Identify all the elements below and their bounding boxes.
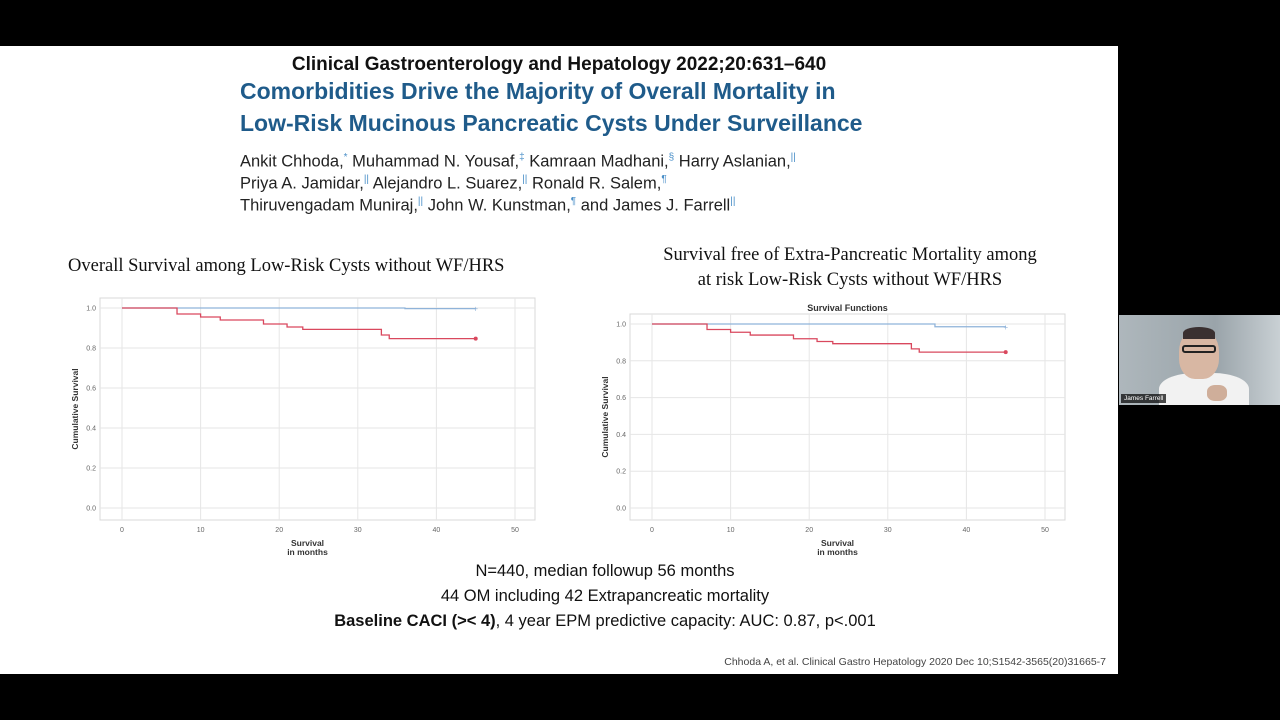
x-tick-label: 0 (650, 527, 654, 534)
affiliation-mark: || (522, 174, 528, 185)
chart-title: Survival Functions (807, 303, 888, 313)
y-tick-label: 1.0 (86, 306, 96, 313)
author-name: Ronald R. Salem, (527, 174, 662, 193)
journal-citation: Clinical Gastroenterology and Hepatology… (291, 54, 827, 75)
presenter-hair (1183, 327, 1215, 339)
x-tick-label: 40 (963, 527, 971, 534)
paper-title-line-2: Low-Risk Mucinous Pancreatic Cysts Under… (240, 110, 863, 136)
affiliation-mark: ‡ (519, 152, 525, 163)
x-tick-label: 10 (727, 527, 735, 534)
paper-title-line-1: Comorbidities Drive the Majority of Over… (240, 78, 836, 104)
affiliation-mark: ¶ (570, 196, 577, 207)
x-axis-label-line-1: Survival (291, 538, 324, 548)
y-tick-label: 0.8 (86, 346, 96, 353)
y-tick-label: 0.4 (616, 432, 626, 439)
reference-citation: Chhoda A, et al. Clinical Gastro Hepatol… (724, 656, 1106, 668)
y-tick-label: 0.2 (616, 469, 626, 476)
affiliation-mark: * (343, 152, 348, 163)
plot-area (99, 297, 536, 521)
censor-marker-1: + (473, 305, 478, 314)
author-name: Priya A. Jamidar, (240, 174, 364, 193)
chart2-caption-line-1: Survival free of Extra-Pancreatic Mortal… (663, 245, 1037, 265)
series-line-1 (122, 307, 476, 310)
presenter-glasses (1182, 345, 1216, 353)
stats-line-3-rest: , 4 year EPM predictive capacity: AUC: 0… (495, 612, 876, 630)
y-tick-label: 0.6 (616, 395, 626, 402)
affiliation-mark: || (790, 152, 796, 163)
chart1-caption: Overall Survival among Low-Risk Cysts wi… (68, 256, 505, 276)
censor-marker-2 (473, 336, 478, 341)
affiliation-mark: § (668, 152, 675, 163)
stats-line-3: Baseline CACI (>< 4), 4 year EPM predict… (0, 612, 1210, 631)
y-tick-label: 0.4 (86, 426, 96, 433)
y-tick-label: 0.6 (86, 386, 96, 393)
x-tick-label: 50 (1041, 527, 1049, 534)
author-name: Muhammad N. Yousaf, (347, 152, 520, 171)
plot-area (629, 313, 1066, 521)
author-line-3: Thiruvengadam Muniraj,|| John W. Kunstma… (240, 196, 735, 216)
overall-survival-chart: 0.0 0.2 0.4 0.6 0.8 1.0 0 10 20 30 40 50 Survivalin … (70, 297, 536, 557)
y-tick-label: 0.0 (616, 506, 626, 513)
affiliation-mark: ¶ (661, 174, 667, 185)
author-name: Thiruvengadam Muniraj, (240, 196, 418, 215)
x-axis-label-line-1: Survival (821, 538, 854, 548)
chart2-caption-line-2: at risk Low-Risk Cysts without WF/HRS (697, 270, 1003, 290)
author-name: Harry Aslanian, (674, 152, 791, 171)
affiliation-mark: || (363, 174, 370, 185)
x-tick-label: 30 (884, 527, 892, 534)
author-name: John W. Kunstman, (423, 196, 571, 215)
y-axis-label: Cumulative Survival (600, 376, 610, 457)
x-axis-label-line-2: in months (817, 547, 858, 557)
x-tick-label: 30 (354, 527, 362, 534)
y-tick-label: 0.2 (86, 466, 96, 473)
y-tick-label: 0.0 (86, 506, 96, 513)
author-name: and James J. Farrell (576, 196, 731, 215)
author-line-2: Priya A. Jamidar,|| Alejandro L. Suarez,… (240, 174, 667, 194)
y-tick-label: 0.8 (616, 358, 626, 365)
author-name: Kamraan Madhani, (524, 152, 669, 171)
x-tick-label: 0 (120, 527, 124, 534)
stats-line-2: 44 OM including 42 Extrapancreatic morta… (440, 587, 770, 605)
affiliation-mark: || (417, 196, 424, 207)
x-axis-label-line-2: in months (287, 547, 328, 557)
y-tick-label: 1.0 (616, 322, 626, 329)
x-tick-label: 50 (511, 527, 519, 534)
x-tick-label: 20 (275, 527, 283, 534)
stats-line-3-bold: Baseline CACI (>< 4) (334, 612, 496, 630)
x-tick-label: 20 (805, 527, 813, 534)
censor-marker-2 (1003, 350, 1008, 355)
webcam-thumbnail[interactable]: James Farrell (1119, 315, 1280, 405)
extra-pancreatic-survival-chart: 0.0 0.2 0.4 0.6 0.8 1.0 0 10 20 30 40 50 Survivalin … (600, 303, 1066, 557)
presenter-name-label: James Farrell (1121, 394, 1167, 403)
slide: Clinical Gastroenterology and Hepatology… (0, 46, 1118, 674)
author-line-1: Ankit Chhoda,* Muhammad N. Yousaf,‡ Kamr… (240, 152, 796, 172)
stats-line-1: N=440, median followup 56 months (475, 562, 735, 580)
author-name: Alejandro L. Suarez, (369, 174, 523, 193)
author-name: Ankit Chhoda, (240, 152, 344, 171)
series-line-2 (122, 307, 476, 340)
y-axis-label: Cumulative Survival (70, 368, 80, 449)
censor-marker-1: + (1003, 323, 1008, 332)
x-tick-label: 40 (433, 527, 441, 534)
presenter-hand (1207, 385, 1227, 401)
x-tick-label: 10 (197, 527, 205, 534)
series-line-1 (652, 323, 1006, 328)
affiliation-mark: || (730, 196, 736, 207)
series-line-2 (652, 323, 1006, 353)
